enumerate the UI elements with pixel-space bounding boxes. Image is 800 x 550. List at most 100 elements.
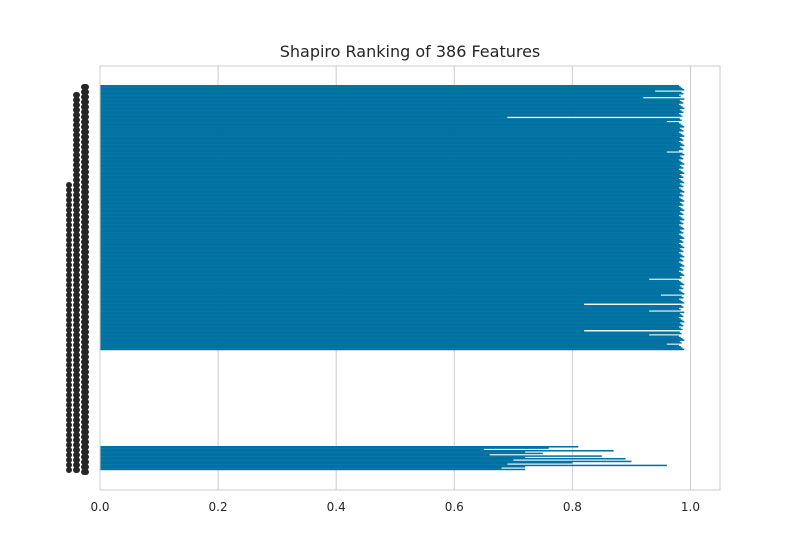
- y-tick-label: [81, 154, 89, 160]
- y-tick-label: [66, 417, 72, 423]
- bar: [100, 459, 514, 461]
- bar: [100, 128, 682, 131]
- bar: [100, 281, 681, 283]
- y-tick-label: [66, 312, 72, 318]
- bar: [100, 87, 683, 90]
- y-tick-label: [66, 302, 72, 308]
- bar: [100, 164, 680, 167]
- y-tick-label: [66, 432, 72, 438]
- bar: [100, 116, 508, 119]
- bar: [100, 115, 683, 118]
- y-tick-label: [81, 409, 89, 415]
- bar: [100, 95, 681, 98]
- bar-gap: [584, 330, 685, 332]
- bar: [100, 147, 682, 149]
- bar: [100, 336, 681, 339]
- bar: [100, 187, 679, 189]
- bar: [100, 279, 679, 282]
- bar: [100, 205, 679, 208]
- y-tick-label: [81, 304, 89, 310]
- bar: [100, 155, 680, 157]
- bar: [100, 253, 681, 255]
- bar: [100, 306, 684, 308]
- bar: [100, 291, 683, 294]
- y-tick-label: [66, 237, 72, 243]
- bar: [100, 114, 681, 116]
- y-tick-label: [81, 444, 89, 450]
- bar: [100, 316, 679, 319]
- y-tick-label: [81, 459, 89, 465]
- bar: [100, 257, 680, 259]
- bar: [100, 245, 683, 247]
- bar: [100, 242, 679, 245]
- bar: [100, 208, 683, 210]
- y-tick-label: [73, 242, 80, 248]
- y-tick-label: [66, 182, 72, 188]
- y-tick-label: [81, 144, 89, 150]
- bar: [100, 307, 679, 310]
- y-tick-label: [73, 92, 80, 98]
- y-tick-label: [66, 337, 72, 343]
- y-tick-label: [73, 332, 80, 338]
- y-tick-label: [73, 117, 80, 123]
- y-tick-label: [81, 359, 89, 365]
- y-tick-label: [81, 194, 89, 200]
- y-tick-label: [73, 217, 80, 223]
- y-tick-label: [81, 254, 89, 260]
- bar: [100, 136, 680, 139]
- bar: [100, 322, 680, 324]
- bar: [100, 194, 684, 197]
- y-tick-label: [66, 437, 72, 443]
- y-tick-label: [73, 382, 80, 388]
- bar: [100, 192, 680, 194]
- y-tick-label: [66, 272, 72, 278]
- y-tick-label: [81, 454, 89, 460]
- bar: [100, 167, 684, 169]
- bar: [100, 237, 685, 239]
- y-tick-label: [66, 197, 72, 203]
- bar: [100, 96, 644, 99]
- y-tick-label: [81, 149, 89, 155]
- bar: [100, 454, 490, 456]
- y-tick-label: [73, 292, 80, 298]
- bar: [100, 218, 685, 221]
- bar: [100, 233, 679, 235]
- bar: [100, 285, 680, 287]
- y-tick-label: [81, 374, 89, 380]
- bar: [100, 241, 684, 243]
- y-tick-label: [66, 227, 72, 233]
- bar: [100, 196, 679, 198]
- y-tick-label: [73, 227, 80, 233]
- bar: [100, 462, 573, 464]
- y-tick-label: [66, 412, 72, 418]
- bar: [100, 450, 614, 452]
- y-tick-label: [73, 267, 80, 273]
- bar: [100, 246, 685, 249]
- bar: [100, 175, 682, 177]
- y-tick-label: [81, 219, 89, 225]
- y-tick-label: [73, 317, 80, 323]
- y-tick-label: [73, 442, 80, 448]
- bar: [100, 343, 667, 345]
- bar: [100, 287, 684, 290]
- y-tick-label: [73, 467, 80, 473]
- bar: [100, 232, 684, 234]
- y-tick-label: [66, 252, 72, 258]
- bar: [100, 298, 679, 300]
- y-tick-label: [66, 422, 72, 428]
- bar: [100, 323, 682, 326]
- y-tick-label: [81, 389, 89, 395]
- bar: [100, 222, 684, 225]
- y-tick-label: [66, 332, 72, 338]
- y-tick-label: [81, 94, 89, 100]
- bar: [100, 106, 683, 108]
- bar: [100, 86, 681, 88]
- bar: [100, 193, 682, 196]
- bar: [100, 293, 685, 295]
- y-tick-label: [73, 222, 80, 228]
- y-tick-label: [66, 377, 72, 383]
- bar: [100, 130, 684, 132]
- bar: [100, 127, 680, 129]
- bar: [100, 225, 681, 228]
